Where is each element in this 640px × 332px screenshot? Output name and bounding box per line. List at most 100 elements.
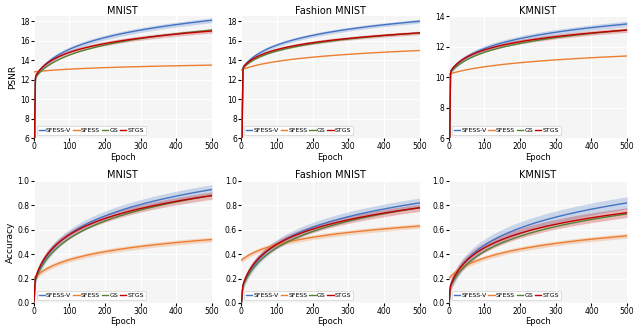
SFESS-V [343, 215, 351, 219]
GS [237, 301, 245, 305]
Line: STGS: STGS [241, 33, 420, 197]
Title: MNIST: MNIST [108, 170, 138, 180]
GS [136, 208, 143, 212]
Line: STGS: STGS [449, 213, 627, 303]
STGS [180, 31, 188, 35]
SFESS-V [30, 301, 38, 305]
SFESS-V [445, 298, 453, 302]
GS [208, 28, 216, 32]
Line: SFESS-V: SFESS-V [241, 203, 420, 303]
Line: SFESS: SFESS [241, 50, 420, 70]
SFESS-V [607, 24, 614, 28]
STGS [344, 218, 351, 222]
Line: GS: GS [34, 196, 212, 303]
Title: Fashion MNIST: Fashion MNIST [295, 170, 366, 180]
GS [343, 219, 351, 223]
GS [30, 195, 38, 199]
Line: GS: GS [241, 208, 420, 303]
SFESS-V [30, 186, 38, 190]
GS [136, 37, 143, 41]
SFESS-V [136, 203, 143, 207]
GS [180, 199, 188, 203]
SFESS [623, 234, 631, 238]
Line: GS: GS [241, 33, 420, 197]
SFESS-V [344, 215, 351, 219]
SFESS-V [208, 18, 216, 22]
STGS [191, 30, 199, 34]
GS [551, 225, 559, 229]
GS [136, 208, 143, 212]
X-axis label: Epoch: Epoch [110, 153, 136, 162]
SFESS [139, 244, 147, 248]
SFESS [30, 276, 38, 280]
SFESS [30, 70, 38, 74]
GS [191, 30, 199, 34]
SFESS [343, 231, 351, 235]
SFESS [191, 239, 199, 243]
GS [238, 186, 246, 190]
SFESS-V [208, 188, 216, 192]
SFESS-V [136, 28, 143, 32]
SFESS [238, 68, 246, 72]
SFESS [191, 63, 199, 67]
GS [208, 194, 216, 198]
STGS [208, 194, 216, 198]
SFESS-V [388, 22, 396, 26]
SFESS-V [346, 214, 354, 218]
GS [623, 212, 631, 216]
STGS [30, 297, 38, 301]
SFESS-V [30, 195, 38, 199]
SFESS-V [554, 214, 562, 218]
SFESS [208, 63, 216, 67]
STGS [30, 195, 38, 199]
STGS [399, 208, 406, 212]
SFESS [623, 54, 631, 58]
GS [346, 37, 354, 41]
STGS [550, 35, 558, 39]
SFESS-V [136, 203, 143, 207]
STGS [346, 217, 354, 221]
SFESS [551, 241, 559, 245]
Line: SFESS: SFESS [34, 239, 212, 279]
Line: SFESS: SFESS [449, 236, 627, 279]
STGS [623, 211, 631, 215]
GS [139, 36, 147, 40]
Title: KMNIST: KMNIST [520, 170, 557, 180]
SFESS-V [237, 195, 245, 199]
Line: SFESS: SFESS [34, 65, 212, 72]
Title: KMNIST: KMNIST [520, 6, 557, 16]
GS [191, 197, 199, 201]
GS [346, 219, 354, 223]
GS [388, 33, 396, 37]
SFESS [399, 225, 406, 229]
SFESS [388, 50, 396, 54]
SFESS [388, 226, 396, 230]
STGS [180, 198, 188, 202]
Line: SFESS: SFESS [449, 56, 627, 74]
GS [416, 31, 424, 35]
GS [399, 208, 406, 212]
Line: GS: GS [449, 214, 627, 303]
STGS [238, 298, 246, 302]
SFESS-V [595, 25, 603, 29]
STGS [416, 206, 424, 210]
STGS [136, 36, 143, 40]
SFESS [344, 231, 351, 235]
GS [388, 210, 396, 214]
SFESS-V [191, 20, 199, 24]
SFESS [344, 52, 351, 56]
STGS [238, 186, 246, 190]
SFESS-V [30, 298, 38, 302]
SFESS [416, 48, 424, 52]
SFESS-V [445, 228, 452, 232]
STGS [595, 214, 603, 218]
GS [445, 228, 452, 232]
GS [30, 298, 38, 302]
SFESS-V [623, 22, 631, 26]
STGS [136, 207, 143, 211]
SFESS-V [180, 193, 188, 197]
SFESS-V [344, 27, 351, 31]
SFESS [595, 55, 603, 59]
SFESS-V [445, 216, 453, 220]
STGS [237, 301, 245, 305]
